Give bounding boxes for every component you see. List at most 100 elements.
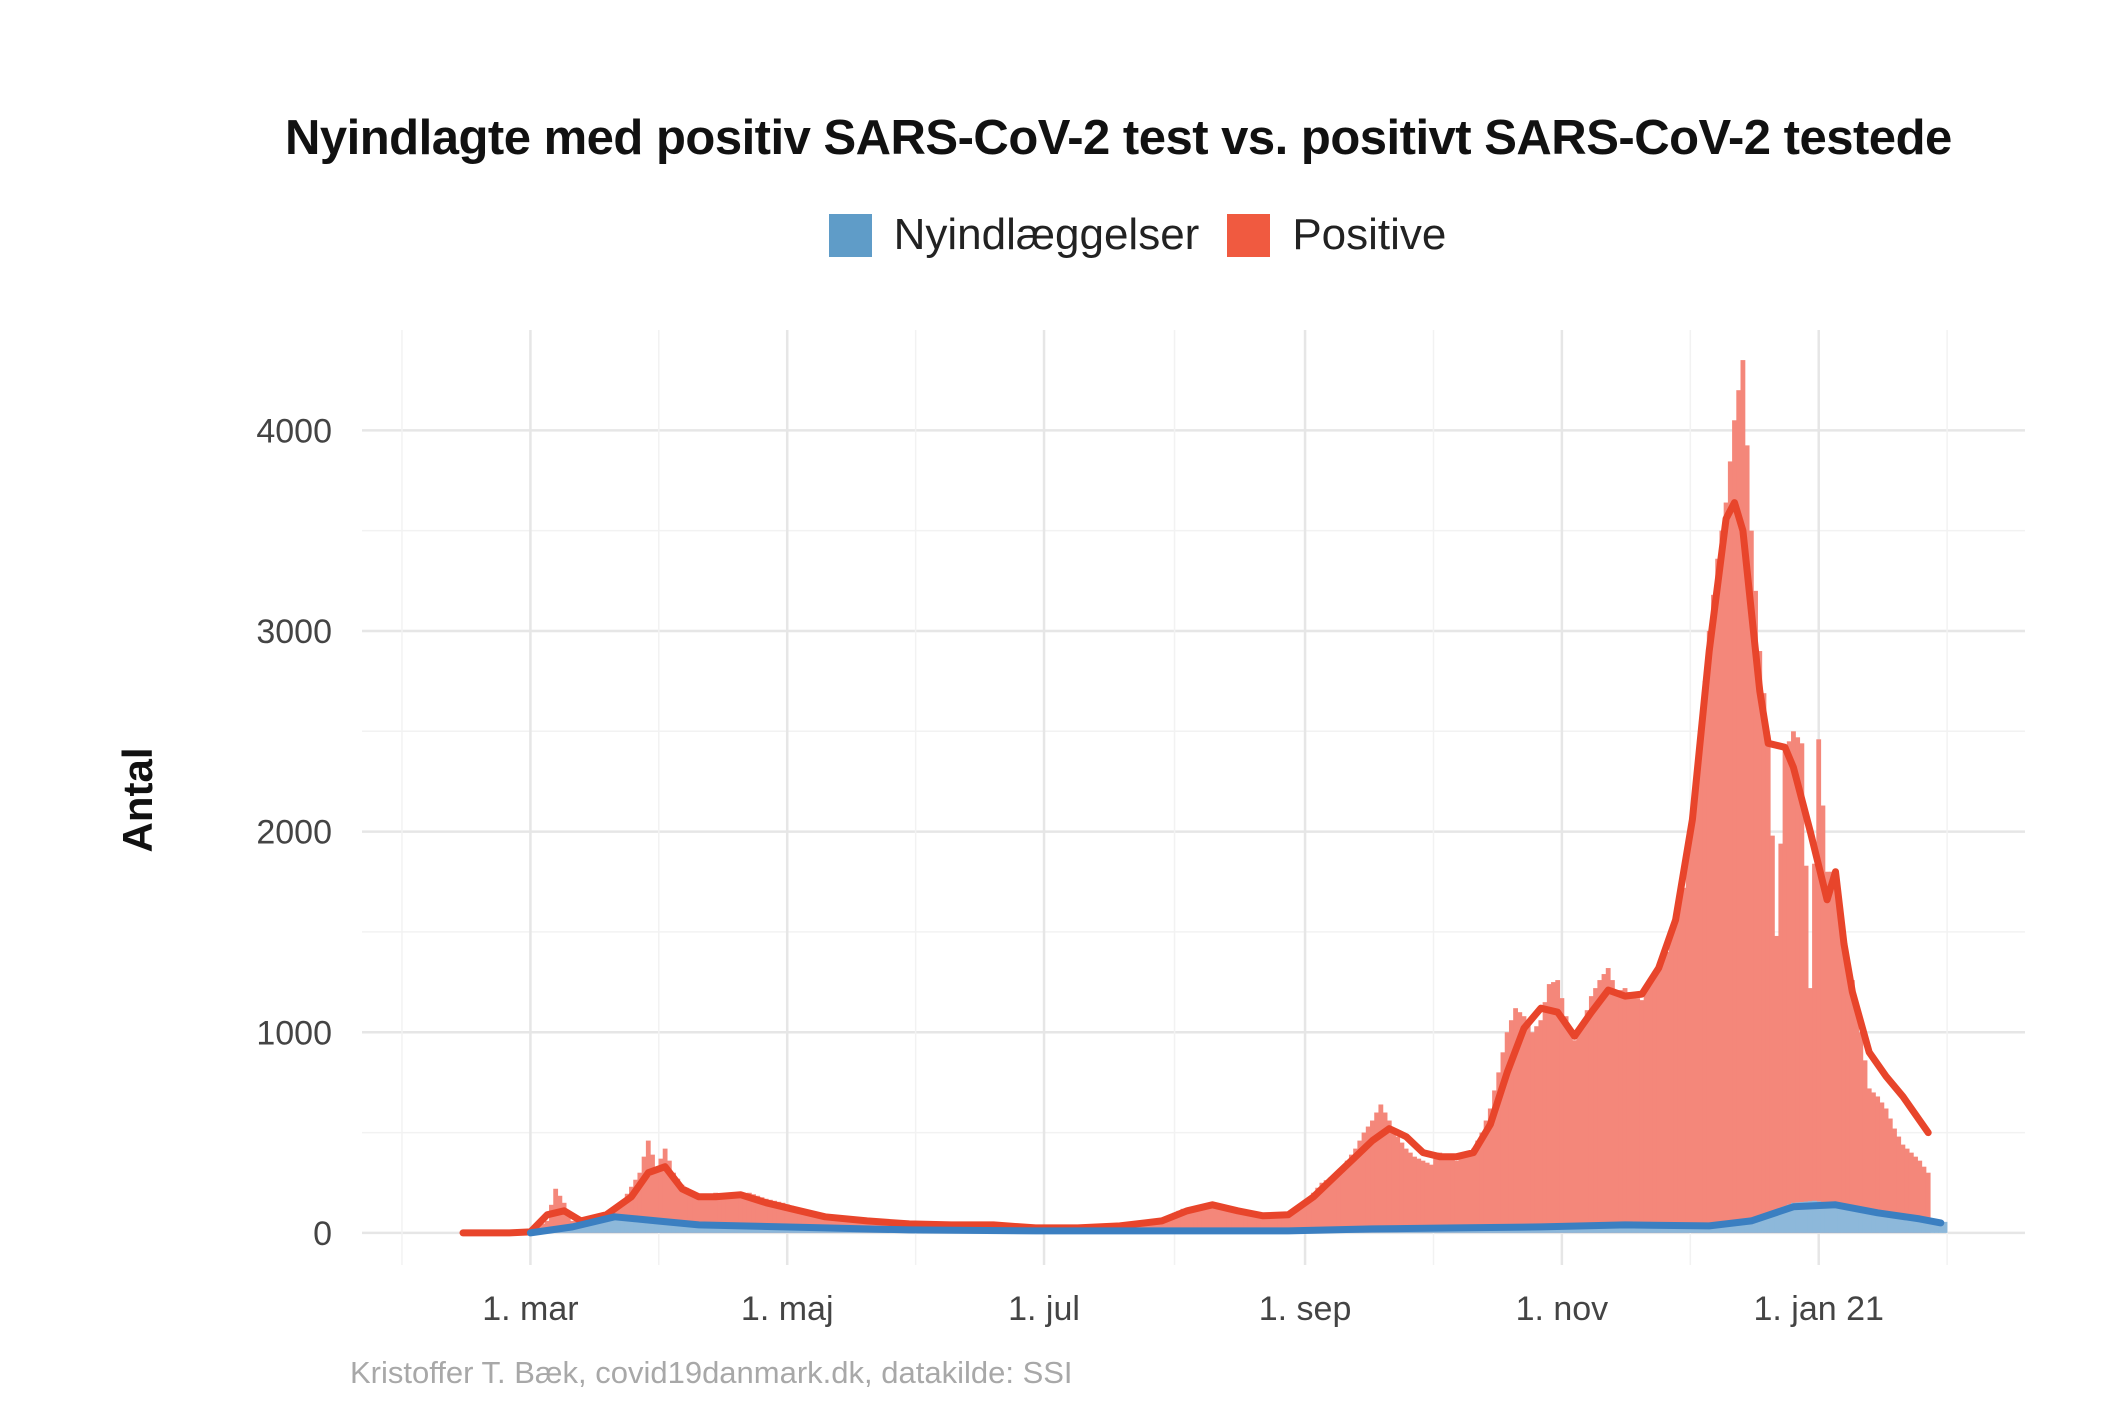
bar-nyindlaeggelser [624, 1217, 630, 1233]
bar-nyindlaeggelser [1660, 1224, 1666, 1233]
bar-positive [1374, 1112, 1380, 1233]
bar-positive [1504, 1032, 1510, 1233]
bar-nyindlaeggelser [1605, 1224, 1611, 1233]
bar-positive [1395, 1136, 1401, 1233]
legend-item-nyindlaeggelser: Nyindlæggelser [828, 210, 1199, 260]
bar-positive [1841, 951, 1847, 1233]
bar-nyindlaeggelser [1887, 1213, 1893, 1233]
bar-positive [713, 1192, 719, 1233]
bar-positive [1795, 737, 1801, 1233]
bar-positive [780, 1202, 786, 1233]
bar-positive [549, 1204, 554, 1233]
bar-positive [1786, 741, 1792, 1233]
bar-positive [767, 1199, 773, 1233]
bar-positive [1327, 1177, 1333, 1233]
bar-positive [725, 1194, 731, 1233]
bar-positive [1416, 1158, 1422, 1233]
bar-positive [717, 1193, 723, 1233]
bar-nyindlaeggelser [1938, 1221, 1944, 1233]
bar-positive [1462, 1152, 1468, 1233]
bar-nyindlaeggelser [1656, 1224, 1662, 1233]
bar-positive [1530, 1032, 1535, 1233]
bar-positive [1172, 1212, 1177, 1233]
bar-nyindlaeggelser [671, 1221, 676, 1233]
bar-positive [544, 1220, 550, 1233]
bars-positive [515, 360, 1931, 1233]
bar-positive [1614, 992, 1620, 1233]
bar-positive [1315, 1187, 1321, 1233]
bar-positive [776, 1201, 782, 1233]
bar-nyindlaeggelser [1841, 1205, 1847, 1233]
bar-positive [1281, 1213, 1287, 1233]
bar-positive [797, 1208, 803, 1233]
bar-positive [1765, 735, 1771, 1233]
bar-positive [637, 1172, 643, 1233]
bar-positive [793, 1207, 799, 1233]
bar-positive [1222, 1208, 1228, 1233]
bar-positive [1290, 1210, 1295, 1233]
bar-positive [1660, 960, 1666, 1233]
bar-positive [814, 1212, 820, 1233]
bar-positive [1466, 1150, 1472, 1233]
bar-positive [1677, 903, 1683, 1233]
bar-positive [1176, 1210, 1182, 1233]
bar-nyindlaeggelser [1921, 1218, 1927, 1233]
bar-positive [1273, 1215, 1279, 1233]
bar-positive [721, 1193, 727, 1233]
bar-positive [1496, 1072, 1502, 1233]
bar-positive [1664, 951, 1670, 1233]
bar-positive [1428, 1164, 1434, 1233]
bar-positive [675, 1178, 681, 1233]
bar-positive [1845, 966, 1851, 1233]
bar-positive [683, 1187, 689, 1233]
bar-positive [1807, 988, 1813, 1233]
bar-nyindlaeggelser [1929, 1219, 1935, 1233]
bar-positive [650, 1154, 655, 1233]
bar-positive [1824, 871, 1830, 1233]
y-tick-label: 0 [313, 1215, 332, 1253]
bar-nyindlaeggelser [683, 1222, 689, 1233]
bar-nyindlaeggelser [1900, 1215, 1906, 1233]
bar-positive [1298, 1205, 1304, 1233]
bar-positive [1412, 1156, 1417, 1233]
bar-positive [1285, 1212, 1291, 1233]
line-positive [459, 499, 1932, 1237]
bar-nyindlaeggelser [1816, 1201, 1822, 1233]
bar-positive [1239, 1213, 1245, 1233]
bar-positive [679, 1184, 685, 1233]
bar-positive [1193, 1206, 1199, 1233]
bar-positive [1294, 1207, 1300, 1233]
bar-nyindlaeggelser [1740, 1220, 1746, 1233]
bar-positive [1357, 1140, 1363, 1233]
bar-positive [1685, 849, 1691, 1233]
bar-nyindlaeggelser [1715, 1224, 1721, 1233]
bar-positive [1639, 1000, 1645, 1233]
bar-positive [1626, 992, 1632, 1233]
bar-positive [1188, 1207, 1194, 1233]
line-nyindlaeggelser [526, 1201, 1945, 1237]
bar-positive [1715, 558, 1721, 1233]
bar-nyindlaeggelser [1858, 1208, 1864, 1233]
bar-positive [1420, 1160, 1426, 1233]
series-lines [459, 499, 1945, 1237]
bar-positive [1260, 1216, 1266, 1233]
bar-positive [1913, 1156, 1918, 1233]
bar-nyindlaeggelser [1601, 1224, 1607, 1233]
bar-positive [1487, 1108, 1493, 1233]
bar-positive [751, 1194, 756, 1233]
bar-positive [818, 1213, 824, 1233]
bar-nyindlaeggelser [1769, 1211, 1775, 1233]
bar-positive [1656, 968, 1662, 1233]
bar-positive [658, 1158, 664, 1233]
bar-positive [1525, 1024, 1531, 1233]
bar-positive [1370, 1120, 1375, 1233]
bar-positive [1159, 1218, 1165, 1233]
bar-nyindlaeggelser [1774, 1209, 1780, 1233]
bar-nyindlaeggelser [1917, 1217, 1923, 1233]
bar-positive [700, 1195, 706, 1233]
bar-nyindlaeggelser [687, 1223, 693, 1233]
legend-label-positive: Positive [1292, 210, 1447, 259]
bar-positive [1828, 871, 1834, 1233]
bar-positive [1336, 1172, 1342, 1233]
bar-positive [1424, 1162, 1430, 1233]
